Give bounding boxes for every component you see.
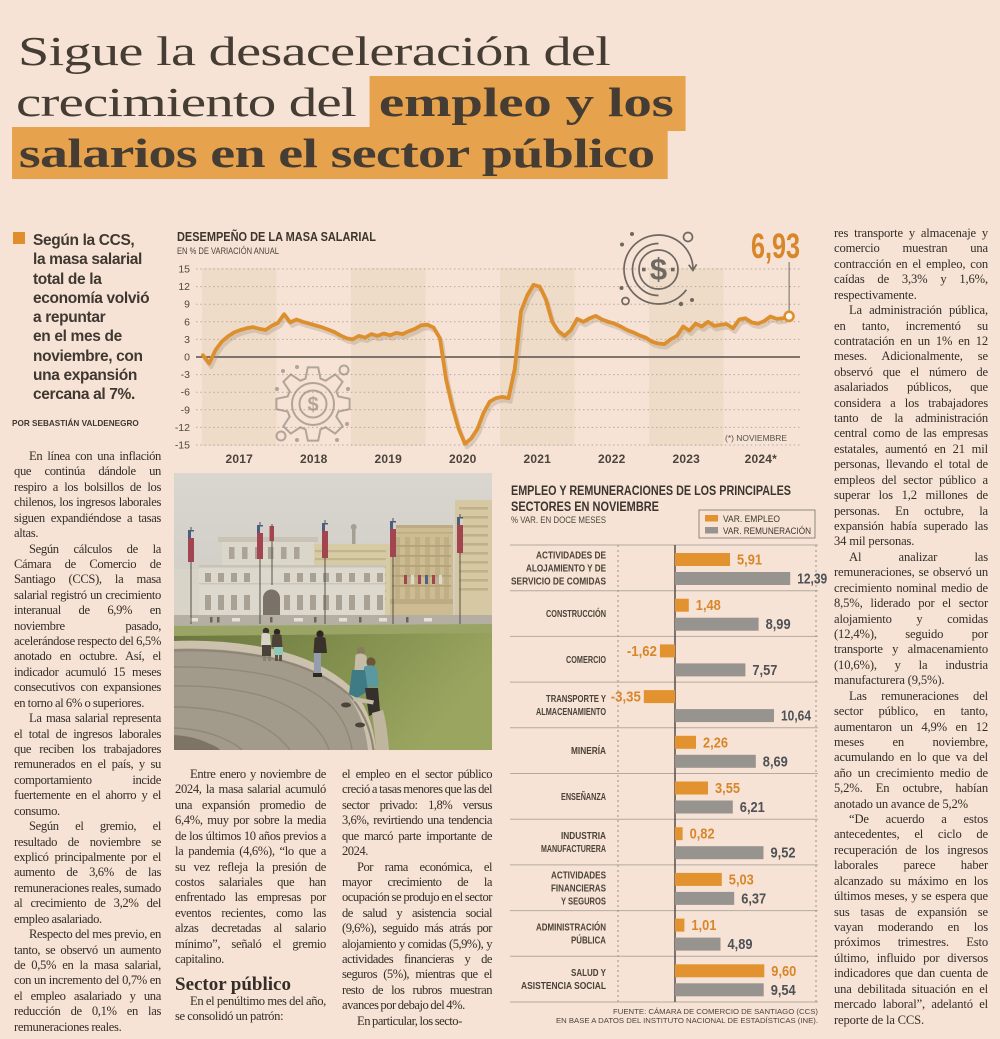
svg-text:6,93: 6,93 [751, 227, 800, 266]
svg-text:12: 12 [178, 281, 190, 293]
svg-text:0,82: 0,82 [690, 826, 715, 843]
svg-text:ACTIVIDADES: ACTIVIDADES [551, 869, 606, 881]
svg-text:EN % DE VARIACIÓN ANUAL: EN % DE VARIACIÓN ANUAL [177, 246, 279, 256]
svg-text:SECTORES EN NOVIEMBRE: SECTORES EN NOVIEMBRE [511, 499, 659, 514]
svg-text:3,55: 3,55 [715, 780, 740, 797]
svg-text:4,89: 4,89 [728, 936, 753, 953]
svg-text:9,54: 9,54 [771, 982, 797, 999]
svg-text:2018: 2018 [300, 452, 328, 466]
svg-text:1,48: 1,48 [696, 597, 721, 614]
svg-text:ASISTENCIA SOCIAL: ASISTENCIA SOCIAL [521, 980, 606, 992]
svg-text:-3: -3 [181, 369, 190, 381]
svg-text:FUENTE: CÁMARA DE COMERCIO DE: FUENTE: CÁMARA DE COMERCIO DE SANTIAGO (… [613, 1007, 819, 1016]
svg-text:6: 6 [184, 316, 190, 328]
svg-text:-15: -15 [175, 440, 190, 452]
svg-text:-12: -12 [175, 422, 190, 434]
svg-text:$: $ [650, 252, 667, 287]
svg-text:Y SEGUROS: Y SEGUROS [561, 895, 606, 907]
svg-text:-9: -9 [181, 404, 190, 416]
svg-text:6,21: 6,21 [740, 799, 765, 816]
svg-text:2017: 2017 [226, 452, 254, 466]
svg-text:MINERÍA: MINERÍA [571, 744, 606, 757]
svg-text:2024*: 2024* [745, 452, 777, 466]
svg-text:ENSEÑANZA: ENSEÑANZA [561, 790, 606, 803]
svg-text:ADMINISTRACIÓN: ADMINISTRACIÓN [536, 921, 606, 934]
svg-text:ACTIVIDADES DE: ACTIVIDADES DE [536, 549, 606, 561]
svg-text:5,91: 5,91 [737, 552, 762, 569]
svg-text:9,52: 9,52 [771, 845, 796, 862]
svg-text:DESEMPEÑO DE LA MASA SALARIAL: DESEMPEÑO DE LA MASA SALARIAL [177, 229, 376, 244]
svg-text:10,64: 10,64 [781, 708, 812, 725]
svg-text:2,26: 2,26 [703, 734, 728, 751]
svg-text:EMPLEO Y REMUNERACIONES DE LOS: EMPLEO Y REMUNERACIONES DE LOS PRINCIPAL… [511, 483, 791, 498]
svg-text:2023: 2023 [673, 452, 701, 466]
svg-text:0: 0 [184, 352, 190, 364]
svg-text:15: 15 [178, 264, 190, 276]
svg-text:2022: 2022 [598, 452, 626, 466]
svg-text:% VAR. EN DOCE MESES: % VAR. EN DOCE MESES [511, 515, 606, 526]
svg-text:ALMACENAMIENTO: ALMACENAMIENTO [536, 706, 606, 718]
svg-text:COMERCIO: COMERCIO [566, 654, 606, 666]
svg-text:INDUSTRIA: INDUSTRIA [561, 830, 606, 842]
svg-text:8,69: 8,69 [763, 753, 788, 770]
svg-text:1,01: 1,01 [691, 917, 716, 934]
svg-text:9: 9 [184, 299, 190, 311]
svg-text:CONSTRUCCIÓN: CONSTRUCCIÓN [546, 607, 606, 620]
svg-text:PÚBLICA: PÚBLICA [571, 934, 606, 947]
svg-text:12,39: 12,39 [797, 571, 827, 588]
svg-text:5,03: 5,03 [729, 871, 754, 888]
svg-text:2021: 2021 [524, 452, 552, 466]
svg-text:VAR. REMUNERACIÓN: VAR. REMUNERACIÓN [723, 526, 811, 537]
svg-text:SERVICIO DE COMIDAS: SERVICIO DE COMIDAS [511, 575, 606, 587]
svg-text:6,37: 6,37 [741, 890, 766, 907]
svg-text:TRANSPORTE Y: TRANSPORTE Y [546, 693, 606, 705]
svg-text:MANUFACTURERA: MANUFACTURERA [541, 843, 606, 855]
svg-text:VAR. EMPLEO: VAR. EMPLEO [723, 514, 780, 525]
svg-text:(*) NOVIEMBRE: (*) NOVIEMBRE [725, 434, 787, 443]
svg-text:2019: 2019 [375, 452, 403, 466]
svg-text:EN BASE A DATOS DEL INSTITUTO: EN BASE A DATOS DEL INSTITUTO NACIONAL D… [556, 1016, 818, 1025]
svg-text:SALUD Y: SALUD Y [571, 967, 606, 979]
svg-text:7,57: 7,57 [752, 662, 777, 679]
svg-text:$: $ [307, 394, 318, 416]
svg-text:-3,35: -3,35 [611, 689, 641, 706]
svg-text:9,60: 9,60 [771, 963, 796, 980]
svg-text:-6: -6 [181, 387, 190, 399]
svg-text:ALOJAMIENTO Y DE: ALOJAMIENTO Y DE [526, 562, 606, 574]
svg-text:-1,62: -1,62 [627, 643, 657, 660]
svg-text:2020: 2020 [449, 452, 477, 466]
svg-text:FINANCIERAS: FINANCIERAS [551, 882, 606, 894]
svg-text:3: 3 [184, 334, 190, 346]
svg-text:8,99: 8,99 [766, 616, 791, 633]
